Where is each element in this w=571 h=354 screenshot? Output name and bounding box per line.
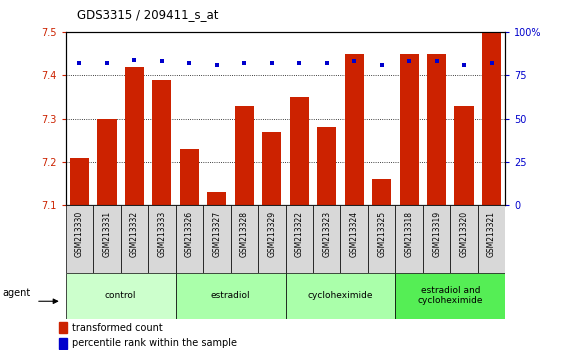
Point: [487, 60, 496, 66]
Point: [405, 58, 414, 64]
Bar: [231, 205, 258, 273]
Text: GSM213332: GSM213332: [130, 211, 139, 257]
Bar: [59, 338, 67, 349]
Bar: [395, 205, 423, 273]
Point: [349, 58, 359, 64]
Text: estradiol and
cycloheximide: estradiol and cycloheximide: [417, 286, 483, 305]
Bar: [124, 67, 144, 205]
Point: [185, 60, 194, 66]
Bar: [455, 105, 474, 205]
Text: GSM213321: GSM213321: [487, 211, 496, 257]
Point: [157, 58, 166, 64]
Text: GSM213328: GSM213328: [240, 211, 249, 257]
Text: GSM213326: GSM213326: [185, 211, 194, 257]
Bar: [340, 205, 368, 273]
Text: transformed count: transformed count: [72, 322, 163, 332]
Text: GSM213324: GSM213324: [349, 211, 359, 257]
Text: cycloheximide: cycloheximide: [308, 291, 373, 300]
Bar: [207, 192, 227, 205]
Bar: [482, 32, 501, 205]
Bar: [368, 205, 395, 273]
Bar: [176, 205, 203, 273]
Bar: [289, 97, 309, 205]
Bar: [235, 105, 254, 205]
Bar: [423, 205, 451, 273]
Bar: [478, 205, 505, 273]
Text: control: control: [105, 291, 136, 300]
Text: agent: agent: [3, 288, 31, 298]
Text: GSM213330: GSM213330: [75, 211, 84, 257]
Bar: [93, 205, 120, 273]
Bar: [286, 273, 395, 319]
Bar: [180, 149, 199, 205]
Bar: [344, 53, 364, 205]
Bar: [120, 205, 148, 273]
Bar: [66, 273, 176, 319]
Point: [75, 60, 84, 66]
Text: GSM213322: GSM213322: [295, 211, 304, 257]
Text: GSM213320: GSM213320: [460, 211, 469, 257]
Text: GSM213327: GSM213327: [212, 211, 222, 257]
Bar: [451, 205, 478, 273]
Text: GSM213331: GSM213331: [102, 211, 111, 257]
Text: GSM213319: GSM213319: [432, 211, 441, 257]
Bar: [395, 273, 505, 319]
Text: GSM213333: GSM213333: [158, 211, 166, 257]
Bar: [258, 205, 286, 273]
Bar: [372, 179, 391, 205]
Point: [432, 58, 441, 64]
Bar: [70, 158, 89, 205]
Bar: [400, 53, 419, 205]
Text: GSM213323: GSM213323: [322, 211, 331, 257]
Bar: [262, 132, 282, 205]
Point: [295, 60, 304, 66]
Text: percentile rank within the sample: percentile rank within the sample: [72, 338, 237, 348]
Bar: [176, 273, 286, 319]
Bar: [313, 205, 340, 273]
Bar: [317, 127, 336, 205]
Bar: [152, 80, 171, 205]
Point: [130, 57, 139, 62]
Bar: [203, 205, 231, 273]
Text: GSM213318: GSM213318: [405, 211, 413, 257]
Bar: [427, 53, 447, 205]
Text: GDS3315 / 209411_s_at: GDS3315 / 209411_s_at: [77, 8, 219, 21]
Point: [267, 60, 276, 66]
Point: [322, 60, 331, 66]
Bar: [66, 205, 93, 273]
Point: [240, 60, 249, 66]
Bar: [97, 119, 116, 205]
Bar: [59, 322, 67, 333]
Point: [102, 60, 111, 66]
Text: GSM213329: GSM213329: [267, 211, 276, 257]
Bar: [286, 205, 313, 273]
Point: [377, 62, 386, 68]
Bar: [148, 205, 176, 273]
Point: [212, 62, 222, 68]
Text: estradiol: estradiol: [211, 291, 250, 300]
Point: [460, 62, 469, 68]
Text: GSM213325: GSM213325: [377, 211, 386, 257]
